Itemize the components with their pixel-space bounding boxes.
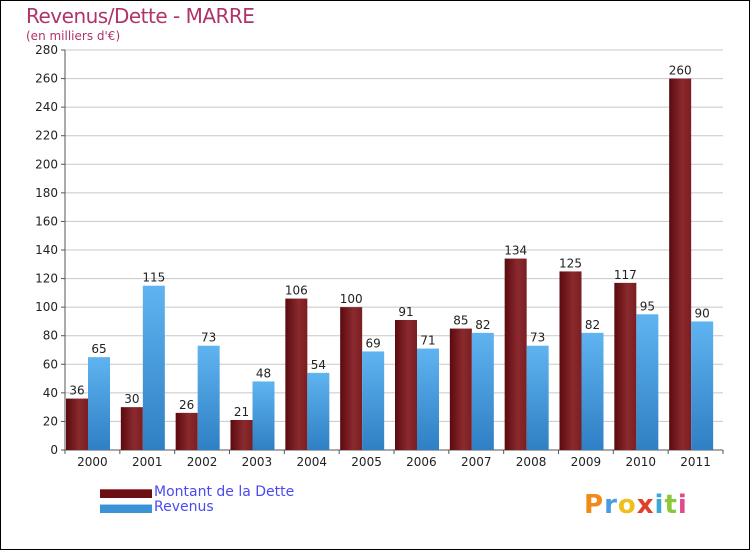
bar-revenue [471, 332, 494, 450]
bar-revenue [417, 348, 439, 450]
legend-label-debt: Montant de la Dette [154, 484, 295, 500]
data-label-debt: 260 [669, 64, 692, 78]
data-label-revenue: 54 [311, 358, 326, 372]
x-tick-label: 2009 [571, 455, 602, 469]
y-tick-label: 180 [35, 186, 58, 200]
logo-letter: r [604, 490, 618, 520]
data-label-revenue: 90 [695, 306, 710, 320]
proxiti-logo: Proxiti [584, 490, 688, 520]
y-tick-label: 20 [43, 414, 58, 428]
x-tick-label: 2005 [351, 455, 382, 469]
data-label-revenue: 69 [366, 336, 381, 350]
y-tick-label: 240 [35, 100, 58, 114]
x-tick-label: 2010 [625, 455, 656, 469]
bar-debt [559, 271, 582, 450]
y-tick-label: 100 [35, 300, 58, 314]
bar-debt [669, 78, 692, 451]
bar-debt [66, 398, 88, 450]
y-tick-label: 80 [43, 329, 58, 343]
data-label-revenue: 65 [91, 342, 106, 356]
data-label-debt: 134 [504, 244, 527, 258]
legend-label-revenue: Revenus [154, 499, 214, 515]
bar-debt [340, 307, 363, 450]
x-tick-label: 2002 [187, 455, 218, 469]
legend-swatch-revenue [100, 504, 152, 513]
y-tick-label: 0 [50, 443, 58, 457]
data-label-debt: 26 [179, 398, 194, 412]
data-label-debt: 117 [614, 268, 637, 282]
x-tick-label: 2011 [680, 455, 711, 469]
y-tick-label: 140 [35, 243, 58, 257]
data-label-debt: 106 [285, 284, 308, 298]
bar-revenue [581, 332, 604, 450]
data-label-debt: 21 [234, 405, 249, 419]
bar-revenue [252, 381, 275, 450]
bar-debt [175, 412, 198, 450]
logo-letter: x [636, 490, 655, 520]
x-tick-label: 2008 [516, 455, 547, 469]
data-label-debt: 30 [124, 392, 139, 406]
y-tick-label: 120 [35, 272, 58, 286]
data-label-revenue: 95 [640, 299, 655, 313]
bar-revenue [526, 345, 549, 450]
bar-revenue [636, 314, 659, 450]
logo-letter: t [664, 490, 678, 520]
x-tick-label: 2001 [132, 455, 163, 469]
data-label-revenue: 48 [256, 366, 271, 380]
bar-debt [449, 328, 472, 450]
data-label-debt: 85 [453, 314, 468, 328]
data-label-revenue: 73 [201, 331, 216, 345]
y-tick-label: 200 [35, 157, 58, 171]
legend-swatch-debt [100, 489, 152, 498]
bar-debt [120, 407, 143, 450]
bar-revenue [197, 345, 220, 450]
bar-revenue [307, 372, 330, 450]
chart-title: Revenus/Dette - MARRE [26, 4, 255, 28]
logo-letter: P [584, 490, 605, 520]
bar-revenue [691, 321, 714, 450]
y-tick-label: 280 [35, 43, 58, 57]
data-label-revenue: 82 [585, 318, 600, 332]
y-tick-label: 220 [35, 129, 58, 143]
bar-debt [285, 298, 308, 450]
bar-revenue [362, 351, 385, 450]
data-label-debt: 36 [69, 384, 84, 398]
logo-letter: o [617, 490, 637, 520]
y-tick-label: 160 [35, 214, 58, 228]
y-tick-label: 60 [43, 357, 58, 371]
bar-revenue [142, 285, 165, 450]
bar-revenue [88, 357, 110, 450]
data-label-debt: 100 [340, 292, 363, 306]
bar-debt [395, 320, 417, 450]
data-label-revenue: 115 [142, 271, 165, 285]
logo-letter: i [654, 490, 665, 520]
x-tick-label: 2006 [406, 455, 437, 469]
y-tick-label: 40 [43, 386, 58, 400]
chart-subtitle: (en milliers d'€) [26, 29, 121, 43]
x-tick-label: 2004 [296, 455, 327, 469]
y-tick-label: 260 [35, 72, 58, 86]
data-label-debt: 125 [559, 256, 582, 270]
bar-debt [230, 420, 253, 450]
bar-debt [504, 258, 527, 450]
logo-letter: i [677, 490, 688, 520]
data-label-revenue: 71 [420, 334, 435, 348]
x-tick-label: 2003 [242, 455, 273, 469]
x-tick-label: 2007 [461, 455, 492, 469]
x-tick-label: 2000 [77, 455, 108, 469]
data-label-revenue: 82 [475, 318, 490, 332]
data-label-debt: 91 [398, 305, 413, 319]
bar-debt [614, 282, 637, 450]
data-label-revenue: 73 [530, 331, 545, 345]
